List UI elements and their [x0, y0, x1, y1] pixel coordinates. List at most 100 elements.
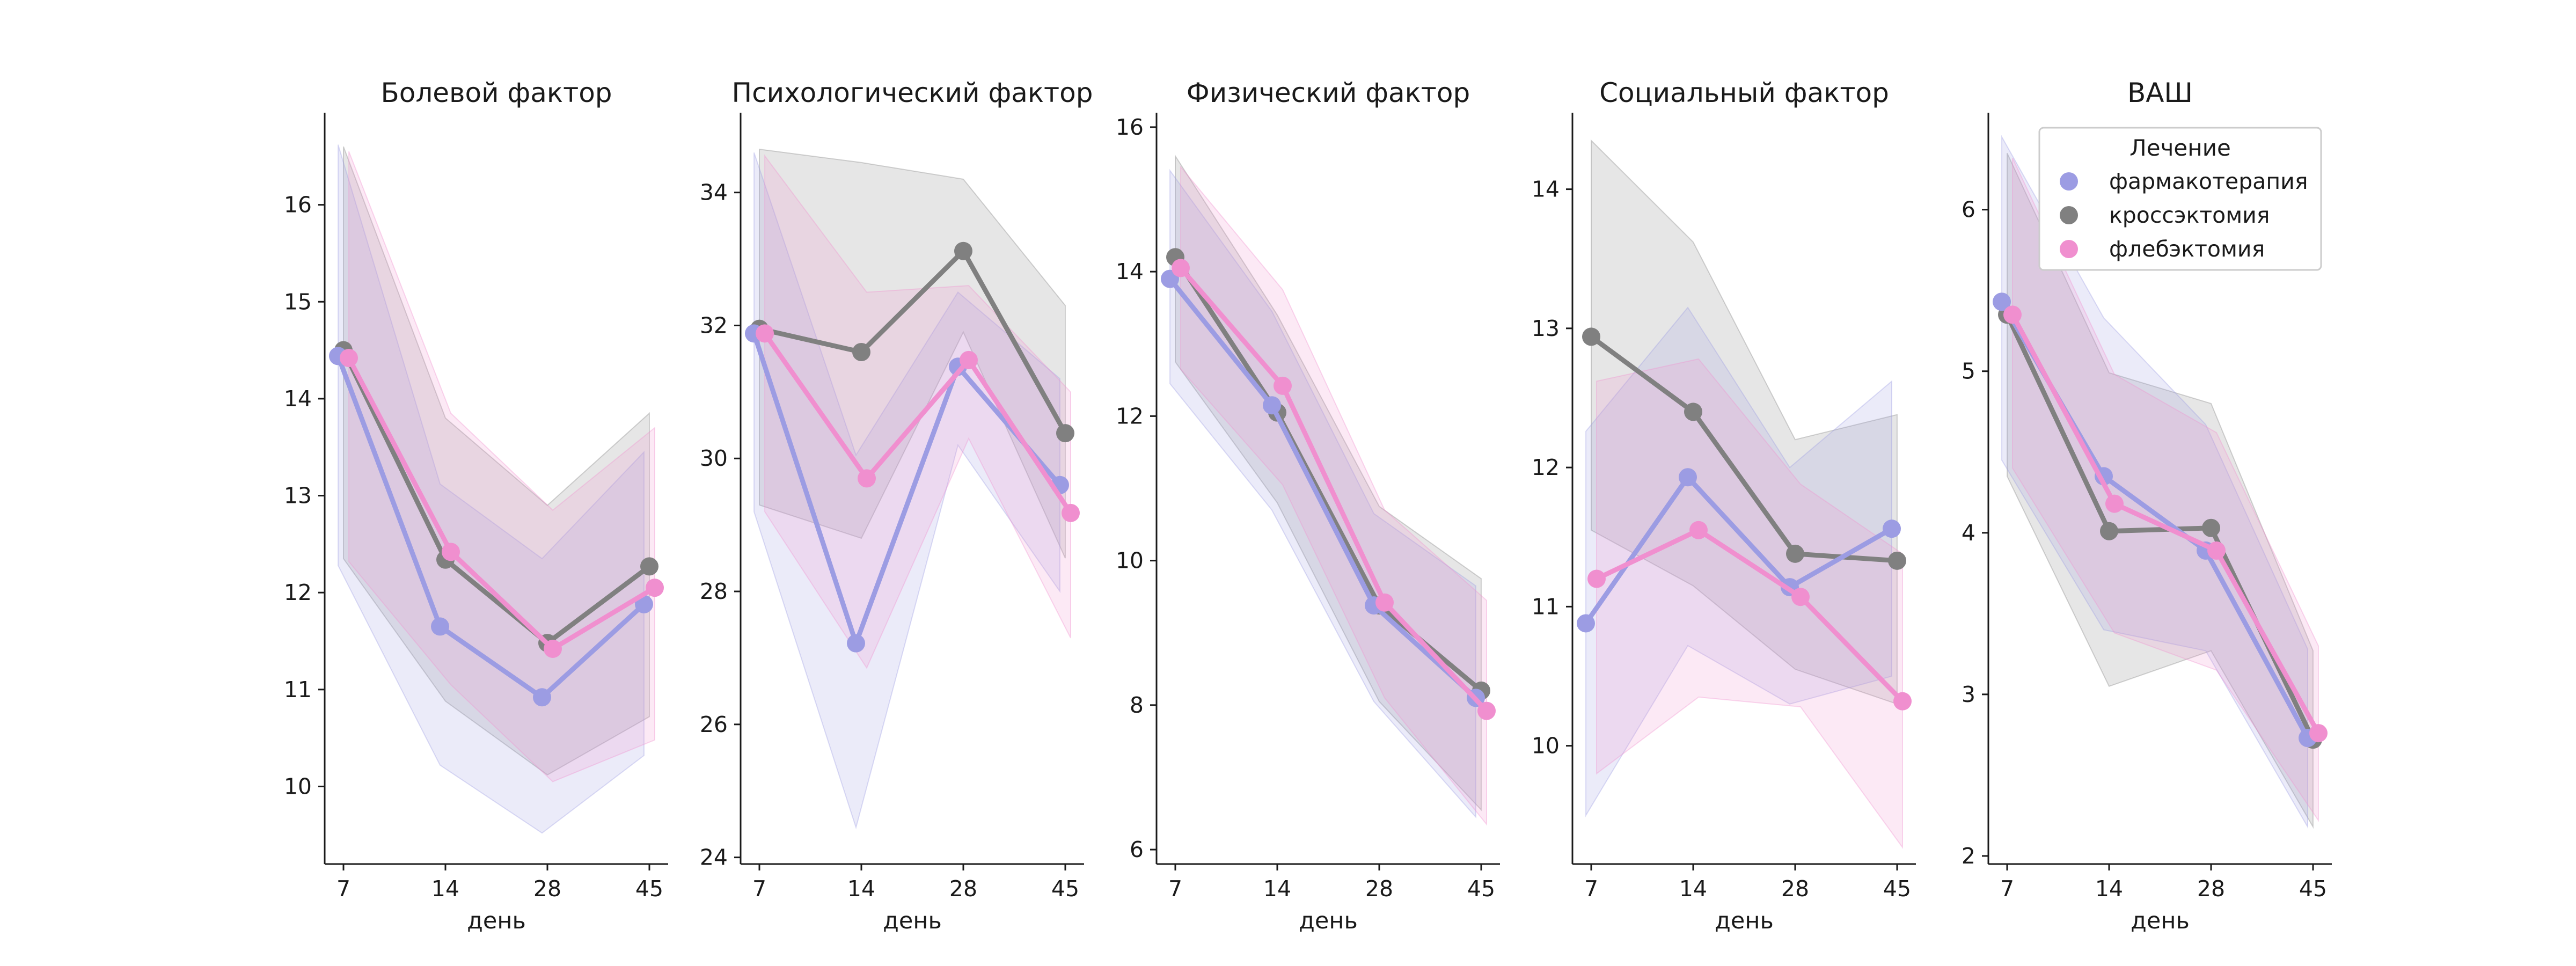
data-point-фармакотерапия: [1263, 396, 1281, 415]
y-tick-label: 14: [1116, 259, 1144, 284]
series-line-флебэктомия: [762, 331, 1073, 516]
y-tick-label: 10: [1532, 733, 1560, 759]
x-tick-label: 7: [752, 876, 766, 902]
data-point-кроссэктомия: [1056, 424, 1074, 443]
x-tick-label: 28: [1781, 876, 1809, 902]
legend-box: [2038, 127, 2322, 271]
data-point-фармакотерапия: [533, 688, 551, 707]
data-point-флебэктомия: [1274, 376, 1292, 395]
x-tick-label: 28: [1365, 876, 1393, 902]
x-axis-label: день: [1299, 908, 1358, 934]
x-axis-label: день: [2131, 908, 2190, 934]
x-axis-label: день: [467, 908, 526, 934]
ci-band-флебэктомия: [2012, 157, 2319, 822]
legend-marker: [2060, 240, 2078, 258]
ci-band-фармакотерапия: [753, 152, 1060, 830]
series-line-фармакотерапия: [335, 353, 647, 700]
data-point-кроссэктомия: [954, 241, 972, 260]
x-tick-label: 45: [1883, 876, 1911, 902]
legend-marker: [2060, 206, 2078, 224]
legend-title: Лечение: [2129, 135, 2231, 161]
y-tick-label: 13: [284, 483, 312, 509]
ci-band-фармакотерапия: [338, 144, 645, 834]
data-point-фармакотерапия: [431, 617, 449, 636]
x-tick-label: 7: [336, 876, 350, 902]
y-tick-label: 3: [1962, 682, 1975, 707]
x-tick-label: 45: [1051, 876, 1079, 902]
ci-band-флебэктомия: [1596, 358, 1903, 849]
panel-title: Физический фактор: [1187, 77, 1470, 108]
data-point-флебэктомия: [340, 349, 358, 368]
y-tick-label: 30: [700, 445, 728, 471]
data-point-кроссэктомия: [852, 343, 870, 362]
y-tick-label: 6: [1130, 837, 1144, 862]
data-point-флебэктомия: [756, 324, 774, 343]
series-line-фармакотерапия: [1167, 276, 1479, 700]
x-axis-label: день: [883, 908, 942, 934]
y-tick-label: 10: [284, 773, 312, 799]
data-point-флебэктомия: [1689, 521, 1708, 539]
panel-title: Психологический фактор: [732, 77, 1093, 108]
y-tick-label: 5: [1962, 358, 1975, 384]
legend-item-фармакотерапия: фармакотерапия: [2060, 169, 2308, 194]
series-line-фармакотерапия: [751, 331, 1063, 646]
data-point-флебэктомия: [544, 639, 562, 658]
data-point-фармакотерапия: [1993, 292, 2011, 311]
legend-item-флебэктомия: флебэктомия: [2060, 236, 2265, 262]
ci-band-фармакотерапия: [1585, 306, 1892, 817]
data-point-флебэктомия: [858, 469, 876, 488]
data-point-флебэктомия: [960, 350, 978, 369]
series-line-флебэктомия: [1178, 265, 1489, 714]
data-point-кроссэктомия: [1888, 551, 1906, 570]
series-line-кроссэктомия: [757, 248, 1068, 436]
series-line-флебэктомия: [2010, 312, 2321, 736]
data-point-флебэктомия: [2207, 541, 2226, 560]
data-point-кроссэктомия: [2100, 522, 2118, 540]
legend-label: флебэктомия: [2109, 236, 2265, 262]
y-tick-label: 28: [700, 579, 728, 604]
y-tick-label: 13: [1532, 316, 1560, 341]
x-tick-label: 14: [431, 876, 459, 902]
y-tick-label: 16: [1116, 114, 1144, 140]
data-point-фармакотерапия: [1577, 614, 1595, 633]
data-point-флебэктомия: [1893, 692, 1912, 711]
data-point-флебэктомия: [1791, 588, 1810, 606]
x-tick-label: 7: [2000, 876, 2014, 902]
data-point-кроссэктомия: [640, 557, 658, 576]
y-tick-label: 11: [1532, 594, 1560, 619]
series-line-кроссэктомия: [341, 348, 652, 646]
legend: Лечение фармакотерапия кроссэктомия флебэк…: [2038, 127, 2322, 271]
y-tick-label: 14: [284, 386, 312, 412]
legend-item-кроссэктомия: кроссэктомия: [2060, 202, 2270, 228]
data-point-фармакотерапия: [1679, 468, 1697, 487]
y-tick-label: 12: [284, 580, 312, 605]
data-point-фармакотерапия: [1883, 519, 1901, 538]
ci-band-фармакотерапия: [2001, 135, 2308, 829]
panel-title: ВАШ: [2127, 77, 2193, 108]
legend-marker: [2060, 172, 2078, 191]
y-tick-label: 24: [700, 845, 728, 870]
y-tick-label: 11: [284, 677, 312, 702]
y-tick-label: 14: [1532, 177, 1560, 202]
y-tick-label: 6: [1962, 197, 1975, 223]
y-tick-label: 16: [284, 192, 312, 218]
panel-4: Социальный фактор 10 11 12 13 14 7 14 28 45 день: [1532, 77, 1916, 934]
ci-band-флебэктомия: [764, 154, 1071, 669]
x-tick-label: 14: [1679, 876, 1707, 902]
data-point-флебэктомия: [1587, 569, 1606, 588]
panel-1: Болевой фактор 10 11 12 13 14 15 16 7 14 28 45 день: [284, 77, 668, 934]
data-point-кроссэктомия: [1786, 544, 1804, 563]
series-line-флебэктомия: [346, 355, 657, 652]
x-tick-label: 28: [949, 876, 977, 902]
legend-label: кроссэктомия: [2109, 202, 2270, 228]
y-tick-label: 32: [700, 312, 728, 338]
data-point-флебэктомия: [1375, 593, 1394, 612]
y-tick-label: 15: [284, 289, 312, 314]
data-point-флебэктомия: [1062, 503, 1080, 522]
y-tick-label: 2: [1962, 843, 1975, 869]
x-tick-label: 7: [1168, 876, 1182, 902]
data-point-флебэктомия: [442, 543, 460, 561]
